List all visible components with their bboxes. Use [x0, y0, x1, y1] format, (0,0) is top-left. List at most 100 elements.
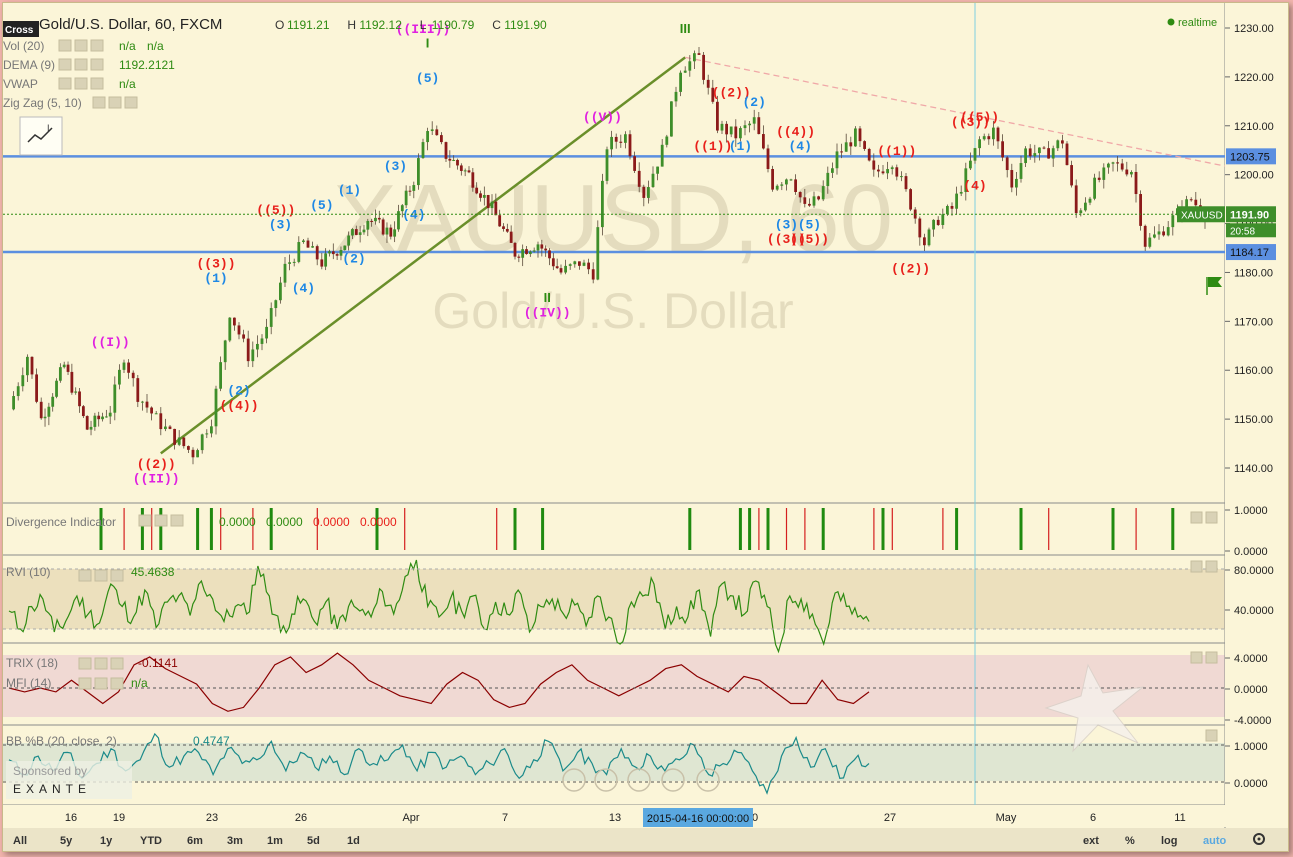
legend-control-button[interactable] [90, 77, 104, 90]
candle-body [408, 190, 412, 192]
trend-line-icon [27, 127, 53, 143]
range-button-3m[interactable]: 3m [227, 835, 243, 847]
candle-body [969, 160, 972, 169]
wave-label: (3) [775, 217, 798, 232]
legend-value: n/a [119, 77, 136, 91]
divergence-value: 0.0000 [219, 515, 256, 529]
legend-control-button[interactable] [74, 39, 88, 52]
candle-body [548, 250, 551, 259]
candle-body [347, 235, 351, 246]
candle-body [393, 229, 397, 237]
mfi-value: n/a [131, 676, 148, 690]
candle-body [568, 264, 572, 266]
range-button-1y[interactable]: 1y [100, 835, 113, 847]
candle-body [596, 227, 600, 280]
candle-body [1047, 148, 1050, 159]
range-button-all[interactable]: All [13, 835, 27, 847]
candle-body [467, 170, 471, 173]
last-price-badge [1226, 206, 1276, 223]
legend-label: Vol (20) [3, 39, 44, 53]
candle-body [145, 401, 149, 408]
range-button-ytd[interactable]: YTD [140, 835, 162, 847]
time-axis-label: 27 [884, 812, 896, 824]
legend-control-button[interactable] [58, 39, 72, 52]
time-axis-label: 7 [502, 812, 508, 824]
candle-body [881, 171, 885, 174]
candle-body [66, 364, 70, 372]
pane-control-buttons[interactable] [78, 511, 1218, 742]
legend-control-button[interactable] [58, 58, 72, 71]
range-button-1d[interactable]: 1d [347, 835, 360, 847]
settings-gear-icon[interactable] [1253, 833, 1265, 845]
candle-body [154, 413, 158, 415]
legend-value: 1192.2121 [119, 58, 175, 72]
range-button-6m[interactable]: 6m [187, 835, 203, 847]
candle-body [1028, 148, 1032, 157]
candle-body [85, 416, 89, 430]
candle-body [1125, 169, 1129, 175]
range-buttons[interactable]: All 5y 1y YTD 6m 3m 1m 5d 1d [13, 835, 360, 847]
candle-body [74, 391, 78, 393]
candle-body [950, 205, 954, 209]
ohlc-value-h: 1192.12 [359, 18, 402, 32]
price-candles [12, 46, 1207, 465]
sponsor-brand: EXANTE [13, 782, 91, 796]
candle-body [498, 215, 502, 227]
bb-value: 0.4747 [193, 734, 230, 748]
time-axis-label: May [996, 812, 1017, 824]
candle-body [725, 123, 728, 135]
legend-control-button[interactable] [74, 58, 88, 71]
legend-control-button[interactable] [90, 39, 104, 52]
divergence-pane[interactable] [3, 503, 1225, 555]
ohlc-key-l: L [420, 18, 427, 32]
level-price-badge [1226, 244, 1276, 261]
legend-value: n/a [147, 39, 164, 53]
drawing-tool-button[interactable]: I [19, 116, 63, 156]
scale-button-percent[interactable]: % [1125, 835, 1135, 847]
candle-body [614, 136, 618, 142]
mfi-label: MFI (14) [6, 676, 51, 690]
wave-label: I [426, 36, 430, 51]
candle-body [505, 228, 509, 232]
bb-label: BB %B (20, close, 2) [6, 734, 117, 748]
candle-body [1056, 140, 1060, 149]
navigation-controls[interactable] [562, 768, 720, 792]
legend-control-button[interactable] [92, 96, 106, 109]
symbol-title[interactable]: Gold/U.S. Dollar, 60, FXCM [39, 16, 222, 33]
sponsor-block[interactable]: Sponsored by EXANTE [6, 761, 132, 799]
candle-body [343, 245, 347, 251]
price-tick-label: 1140.00 [1234, 463, 1273, 475]
candle-body [339, 250, 343, 256]
price-axis[interactable] [1225, 3, 1288, 805]
legend-control-button[interactable] [124, 96, 138, 109]
scale-buttons[interactable]: ext% log auto [1083, 835, 1227, 847]
candle-body [331, 251, 335, 255]
divergence-bar [404, 508, 406, 550]
legend-control-button[interactable] [74, 77, 88, 90]
range-button-1m[interactable]: 1m [267, 835, 283, 847]
scale-button-auto[interactable]: auto [1203, 835, 1227, 847]
candle-body [370, 220, 374, 222]
legend-control-button[interactable] [90, 58, 104, 71]
range-button-5y[interactable]: 5y [60, 835, 73, 847]
cross-tool-badge[interactable] [3, 21, 39, 37]
divergence-bar [942, 508, 944, 550]
candle-body [785, 179, 788, 185]
candle-body [1139, 194, 1142, 226]
bb-series [8, 732, 870, 795]
legend-control-button[interactable] [108, 96, 122, 109]
candle-body [177, 437, 181, 445]
scale-button-log[interactable]: log [1161, 835, 1178, 847]
legend-value: n/a [119, 39, 136, 53]
scale-button-ext[interactable]: ext [1083, 835, 1099, 847]
star-decoration [1044, 663, 1145, 753]
wave-label: (1) [729, 139, 752, 154]
range-button-5d[interactable]: 5d [307, 835, 320, 847]
trix-band [3, 655, 1225, 717]
flag-icon[interactable] [1206, 277, 1222, 295]
candle-body [256, 343, 259, 350]
trendlines[interactable] [160, 56, 1288, 455]
divergence-value: 0.0000 [360, 515, 397, 529]
legend-control-button[interactable] [58, 77, 72, 90]
